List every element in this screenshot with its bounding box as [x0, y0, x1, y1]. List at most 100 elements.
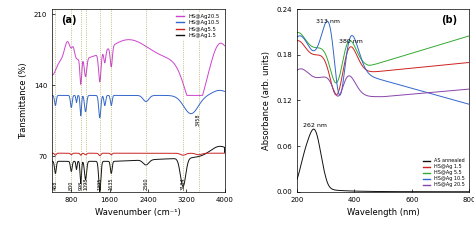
- HS@Ag 5.5: [294, 31, 300, 34]
- HS@Ag 1.5: [294, 40, 300, 42]
- Text: (b): (b): [441, 15, 457, 25]
- HS@Ag1.5: [222, 151, 228, 154]
- Text: 262 nm: 262 nm: [303, 123, 327, 128]
- HS@Ag20.5: [123, 39, 129, 41]
- HS@Ag 1.5: [466, 61, 472, 64]
- HS@Ag20.5: [122, 39, 128, 42]
- HS@Ag 10.5: [385, 80, 391, 83]
- HS@Ag 10.5: [466, 103, 472, 106]
- HS@Ag 5.5: [385, 59, 391, 62]
- HS@Ag 5.5: [369, 64, 375, 66]
- HS@Ag 20.5: [352, 81, 358, 84]
- Y-axis label: Absorbance (arb. units): Absorbance (arb. units): [262, 51, 271, 150]
- HS@Ag 5.5: [466, 34, 472, 37]
- Text: 380 nm: 380 nm: [339, 39, 363, 44]
- HS@Ag1.5: [97, 190, 102, 193]
- AS annealed: [385, 190, 391, 193]
- HS@Ag 20.5: [385, 95, 391, 98]
- HS@Ag20.5: [184, 94, 190, 97]
- HS@Ag1.5: [131, 159, 137, 162]
- X-axis label: Wavenumber (cm⁻¹): Wavenumber (cm⁻¹): [95, 208, 181, 217]
- HS@Ag10.5: [97, 116, 102, 119]
- HS@Ag 5.5: [333, 82, 339, 84]
- Line: HS@Ag1.5: HS@Ag1.5: [52, 146, 225, 192]
- Text: 2360: 2360: [144, 177, 148, 190]
- HS@Ag 20.5: [317, 76, 323, 79]
- HS@Ag10.5: [122, 94, 128, 97]
- Line: HS@Ag 5.5: HS@Ag 5.5: [297, 33, 469, 83]
- HS@Ag1.5: [208, 149, 213, 152]
- HS@Ag1.5: [217, 145, 222, 148]
- HS@Ag10.5: [222, 90, 228, 93]
- HS@Ag5.5: [222, 152, 228, 155]
- HS@Ag20.5: [217, 42, 222, 45]
- HS@Ag 20.5: [466, 88, 472, 91]
- Text: 3458: 3458: [196, 113, 201, 126]
- HS@Ag5.5: [49, 152, 55, 155]
- Text: 1098: 1098: [83, 177, 88, 190]
- HS@Ag 5.5: [389, 58, 394, 61]
- Text: (a): (a): [61, 15, 76, 25]
- HS@Ag20.5: [49, 74, 55, 76]
- HS@Ag 1.5: [295, 39, 301, 42]
- Line: HS@Ag 1.5: HS@Ag 1.5: [297, 41, 469, 95]
- Text: 1395: 1395: [97, 177, 102, 190]
- HS@Ag 20.5: [389, 94, 394, 97]
- HS@Ag 1.5: [323, 63, 329, 65]
- HS@Ag10.5: [174, 97, 180, 100]
- HS@Ag 5.5: [317, 47, 323, 49]
- HS@Ag 20.5: [323, 76, 329, 79]
- HS@Ag 20.5: [298, 67, 304, 70]
- Text: 998: 998: [78, 181, 83, 190]
- HS@Ag1.5: [217, 145, 223, 148]
- HS@Ag 1.5: [333, 94, 339, 96]
- HS@Ag5.5: [217, 152, 222, 155]
- HS@Ag 10.5: [323, 21, 329, 24]
- HS@Ag10.5: [131, 94, 137, 97]
- HS@Ag20.5: [208, 63, 214, 66]
- HS@Ag10.5: [49, 94, 55, 97]
- Line: HS@Ag5.5: HS@Ag5.5: [52, 153, 225, 156]
- Text: 468: 468: [53, 180, 58, 190]
- HS@Ag10.5: [208, 92, 213, 95]
- Line: HS@Ag 10.5: HS@Ag 10.5: [297, 21, 469, 104]
- HS@Ag5.5: [60, 152, 65, 155]
- AS annealed: [388, 190, 394, 193]
- HS@Ag10.5: [217, 89, 223, 92]
- Y-axis label: Transmittance (%): Transmittance (%): [19, 62, 28, 139]
- HS@Ag1.5: [122, 159, 128, 162]
- Text: 800: 800: [69, 180, 74, 190]
- HS@Ag20.5: [174, 67, 180, 70]
- Line: AS annealed: AS annealed: [297, 129, 469, 192]
- HS@Ag 10.5: [352, 39, 358, 41]
- HS@Ag5.5: [174, 152, 180, 155]
- HS@Ag 10.5: [369, 75, 374, 77]
- HS@Ag5.5: [122, 152, 128, 155]
- HS@Ag5.5: [123, 152, 129, 155]
- Text: 3134: 3134: [181, 177, 185, 190]
- HS@Ag1.5: [49, 160, 55, 163]
- HS@Ag5.5: [208, 152, 214, 155]
- Legend: AS annealed, HS@Ag 1.5, HS@Ag 5.5, HS@Ag 10.5, HS@Ag 20.5: AS annealed, HS@Ag 1.5, HS@Ag 5.5, HS@Ag…: [421, 157, 467, 189]
- HS@Ag5.5: [131, 152, 137, 155]
- AS annealed: [466, 190, 472, 193]
- HS@Ag20.5: [131, 39, 137, 42]
- AS annealed: [294, 178, 300, 181]
- AS annealed: [352, 190, 358, 192]
- HS@Ag1.5: [123, 159, 129, 162]
- HS@Ag 1.5: [369, 70, 375, 73]
- HS@Ag5.5: [97, 154, 102, 157]
- HS@Ag 5.5: [352, 46, 358, 49]
- AS annealed: [323, 177, 329, 180]
- Line: HS@Ag10.5: HS@Ag10.5: [52, 90, 225, 118]
- HS@Ag 20.5: [380, 95, 386, 98]
- Text: 313 nm: 313 nm: [317, 19, 340, 24]
- HS@Ag 20.5: [294, 69, 300, 72]
- HS@Ag10.5: [217, 89, 222, 92]
- Text: 1635: 1635: [109, 177, 114, 190]
- Legend: HS@Ag20.5, HS@Ag10.5, HS@Ag5.5, HS@Ag1.5: HS@Ag20.5, HS@Ag10.5, HS@Ag5.5, HS@Ag1.5: [174, 12, 222, 40]
- HS@Ag1.5: [174, 160, 180, 163]
- HS@Ag 1.5: [352, 51, 358, 53]
- HS@Ag 5.5: [323, 54, 329, 57]
- AS annealed: [369, 190, 374, 193]
